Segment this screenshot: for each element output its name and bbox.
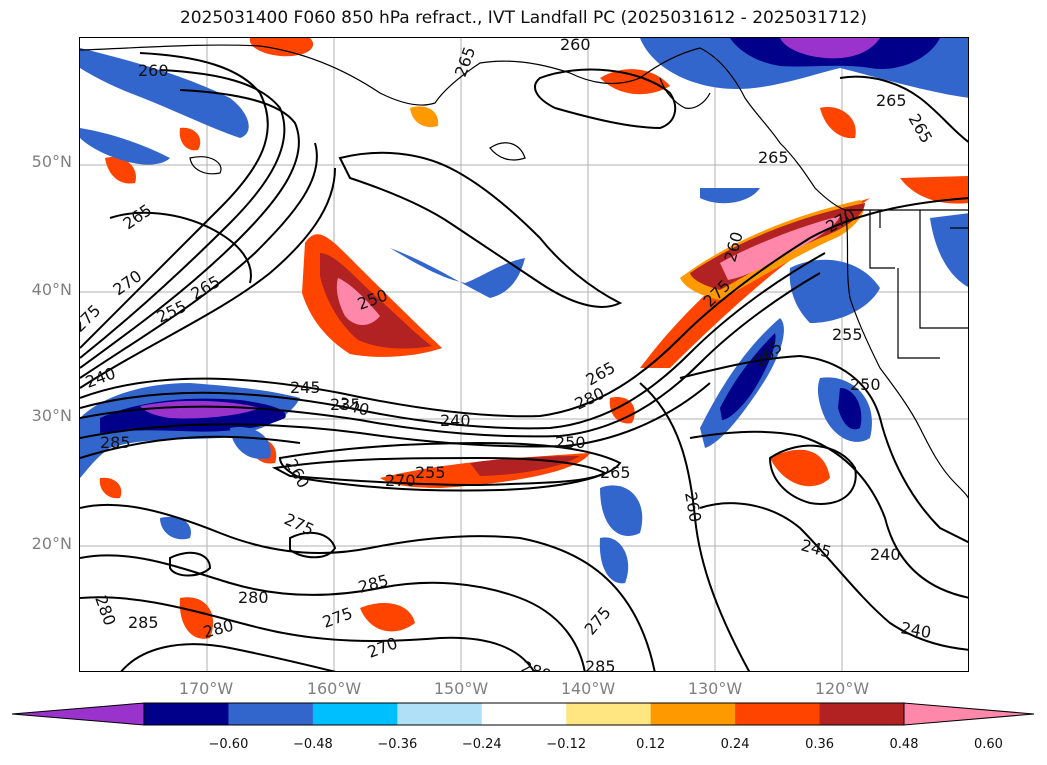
colorbar-cell	[481, 703, 567, 725]
contour-label: 285	[128, 613, 159, 632]
colorbar	[11, 702, 1035, 726]
contour-label: 245	[799, 536, 833, 562]
colorbar-cell	[397, 703, 483, 725]
lon-label-170w: 170°W	[178, 679, 234, 698]
colorbar-tick-label: 0.60	[973, 737, 1003, 752]
colorbar-tick-label: −0.60	[208, 737, 249, 752]
lat-label-40n: 40°N	[31, 280, 72, 299]
contour-label: 265	[451, 44, 479, 79]
contour-label: 275	[80, 301, 104, 336]
colorbar-cell	[819, 703, 905, 725]
contour-label: 285	[100, 433, 131, 452]
contour-label: 265	[119, 200, 155, 233]
contour-label: 275	[320, 603, 355, 631]
contour-label: 255	[832, 325, 863, 344]
contour-label: 250	[555, 433, 586, 452]
positive-anomaly-fill	[99, 38, 968, 639]
contour-label: 255	[154, 296, 190, 326]
colorbar-tick-label: −0.12	[546, 737, 587, 752]
contour-label: 260	[681, 490, 705, 523]
contour-label: 235	[330, 395, 361, 414]
lat-label-20n: 20°N	[31, 534, 72, 553]
colorbar-tick-label: 0.24	[720, 737, 750, 752]
colorbar-extend-high	[904, 703, 1034, 725]
colorbar-cells	[12, 703, 1034, 725]
lon-label-130w: 130°W	[687, 679, 743, 698]
colorbar-tick-label: −0.48	[292, 737, 333, 752]
colorbar-cell	[566, 703, 652, 725]
contour-label: 265	[600, 463, 631, 482]
contour-label: 255	[415, 463, 446, 482]
colorbar-tick-label: 0.48	[889, 737, 919, 752]
colorbar-tick-label: −0.36	[377, 737, 418, 752]
contour-label: 280	[572, 383, 608, 413]
colorbar-cell	[650, 703, 736, 725]
graticule	[80, 38, 968, 671]
colorbar-cell	[735, 703, 821, 725]
contour-label: 245	[290, 378, 321, 397]
lon-label-120w: 120°W	[814, 679, 870, 698]
colorbar-tick-label: 0.12	[636, 737, 666, 752]
contour-label: 250	[850, 375, 881, 394]
colorbar-tick-label: 0.36	[805, 737, 835, 752]
colorbar-extend-low	[12, 703, 144, 725]
contour-label: 260	[138, 61, 169, 80]
contour-label: 270	[109, 266, 145, 299]
contour-label: 270	[385, 471, 416, 490]
contour-label: 280	[519, 657, 554, 672]
lon-label-160w: 160°W	[306, 679, 362, 698]
contour-label: 265	[758, 148, 789, 167]
lat-label-30n: 30°N	[31, 406, 72, 425]
refractivity-contours	[80, 52, 968, 671]
colorbar-cell	[312, 703, 398, 725]
contour-label: 270	[365, 633, 400, 661]
lat-label-50n: 50°N	[31, 152, 72, 171]
contour-label: 285	[356, 571, 390, 597]
contour-label: 280	[238, 588, 269, 607]
map-canvas: 260 265 260 265 265 265 270 265 275 255 …	[80, 38, 968, 672]
map-title: 2025031400 F060 850 hPa refract., IVT La…	[179, 8, 867, 28]
contour-label: 240	[899, 618, 932, 642]
map-panel: 260 265 260 265 265 265 270 265 275 255 …	[79, 37, 969, 672]
contour-label: 240	[870, 545, 901, 564]
lon-label-150w: 150°W	[433, 679, 489, 698]
negative-anomaly-fill	[80, 38, 968, 584]
lon-label-140w: 140°W	[560, 679, 616, 698]
colorbar-tick-label: −0.24	[461, 737, 502, 752]
contour-label: 265	[876, 91, 907, 110]
colorbar-cell	[228, 703, 314, 725]
contour-label: 240	[440, 411, 471, 430]
contour-label: 265	[188, 272, 224, 304]
contour-label: 260	[560, 38, 591, 54]
colorbar-cell	[144, 703, 229, 725]
contour-label: 265	[905, 111, 937, 147]
contour-label: 285	[585, 657, 616, 672]
contour-label: 275	[581, 603, 615, 639]
